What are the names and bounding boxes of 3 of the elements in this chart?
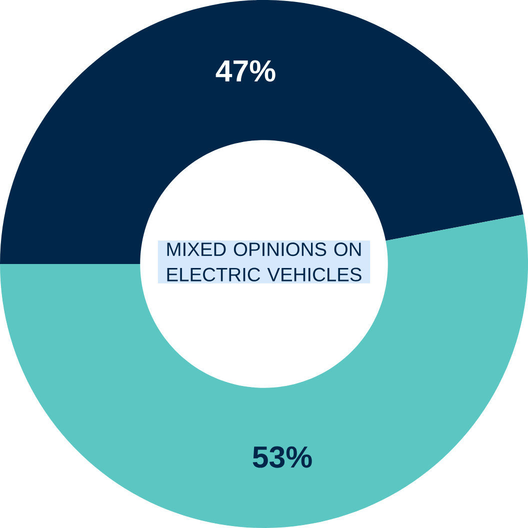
data-label: 53%: [252, 446, 312, 468]
text: MIXED OPINIONS ON ELECTRIC VEHICLES: [167, 242, 362, 282]
data-label: 47%: [216, 60, 276, 82]
